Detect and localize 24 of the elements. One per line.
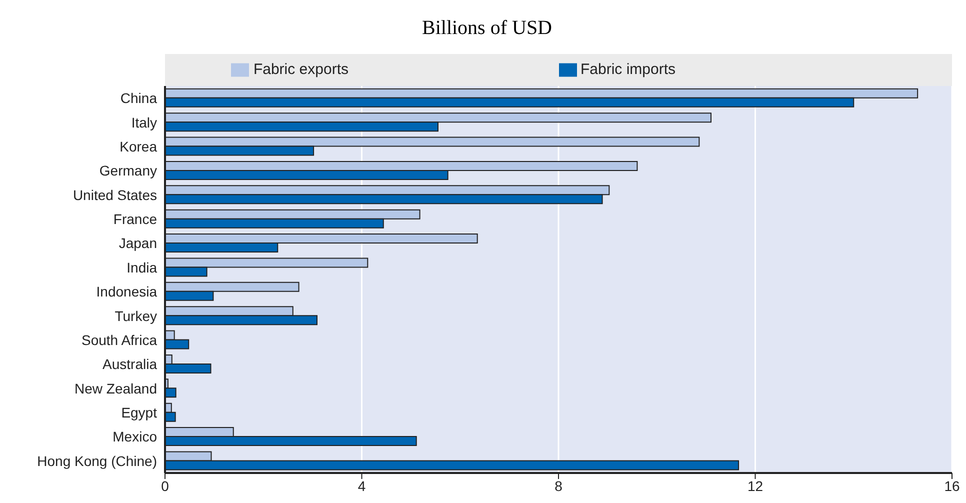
y-tick-label: Indonesia <box>96 284 158 300</box>
y-tick-label: Italy <box>131 114 157 130</box>
y-tick-label: South Africa <box>82 332 158 348</box>
y-tick-label: Germany <box>99 162 157 179</box>
legend-label: Fabric imports <box>580 61 676 78</box>
legend-label: Fabric exports <box>253 61 348 78</box>
x-tick-label: 4 <box>358 478 366 494</box>
x-tick-label: 0 <box>161 478 170 494</box>
y-tick-label: Egypt <box>121 404 158 420</box>
y-tick-label: Japan <box>118 235 157 252</box>
x-tick-label: 16 <box>944 478 960 494</box>
chart-title: Billions of USD <box>420 16 554 41</box>
y-tick-label: France <box>113 211 158 227</box>
y-tick-label: China <box>120 90 158 106</box>
y-tick-label: Hong Kong (Chine) <box>37 452 157 469</box>
y-tick-label: Mexico <box>112 428 158 445</box>
y-tick-label: United States <box>72 186 157 203</box>
y-tick-label: Korea <box>120 138 158 154</box>
x-tick-label: 12 <box>747 478 764 494</box>
y-tick-label: Australia <box>102 356 158 372</box>
y-tick-label: New Zealand <box>74 380 157 396</box>
y-tick-label: India <box>126 259 158 276</box>
x-tick-label: 8 <box>554 478 563 494</box>
y-tick-label: Turkey <box>114 308 157 324</box>
